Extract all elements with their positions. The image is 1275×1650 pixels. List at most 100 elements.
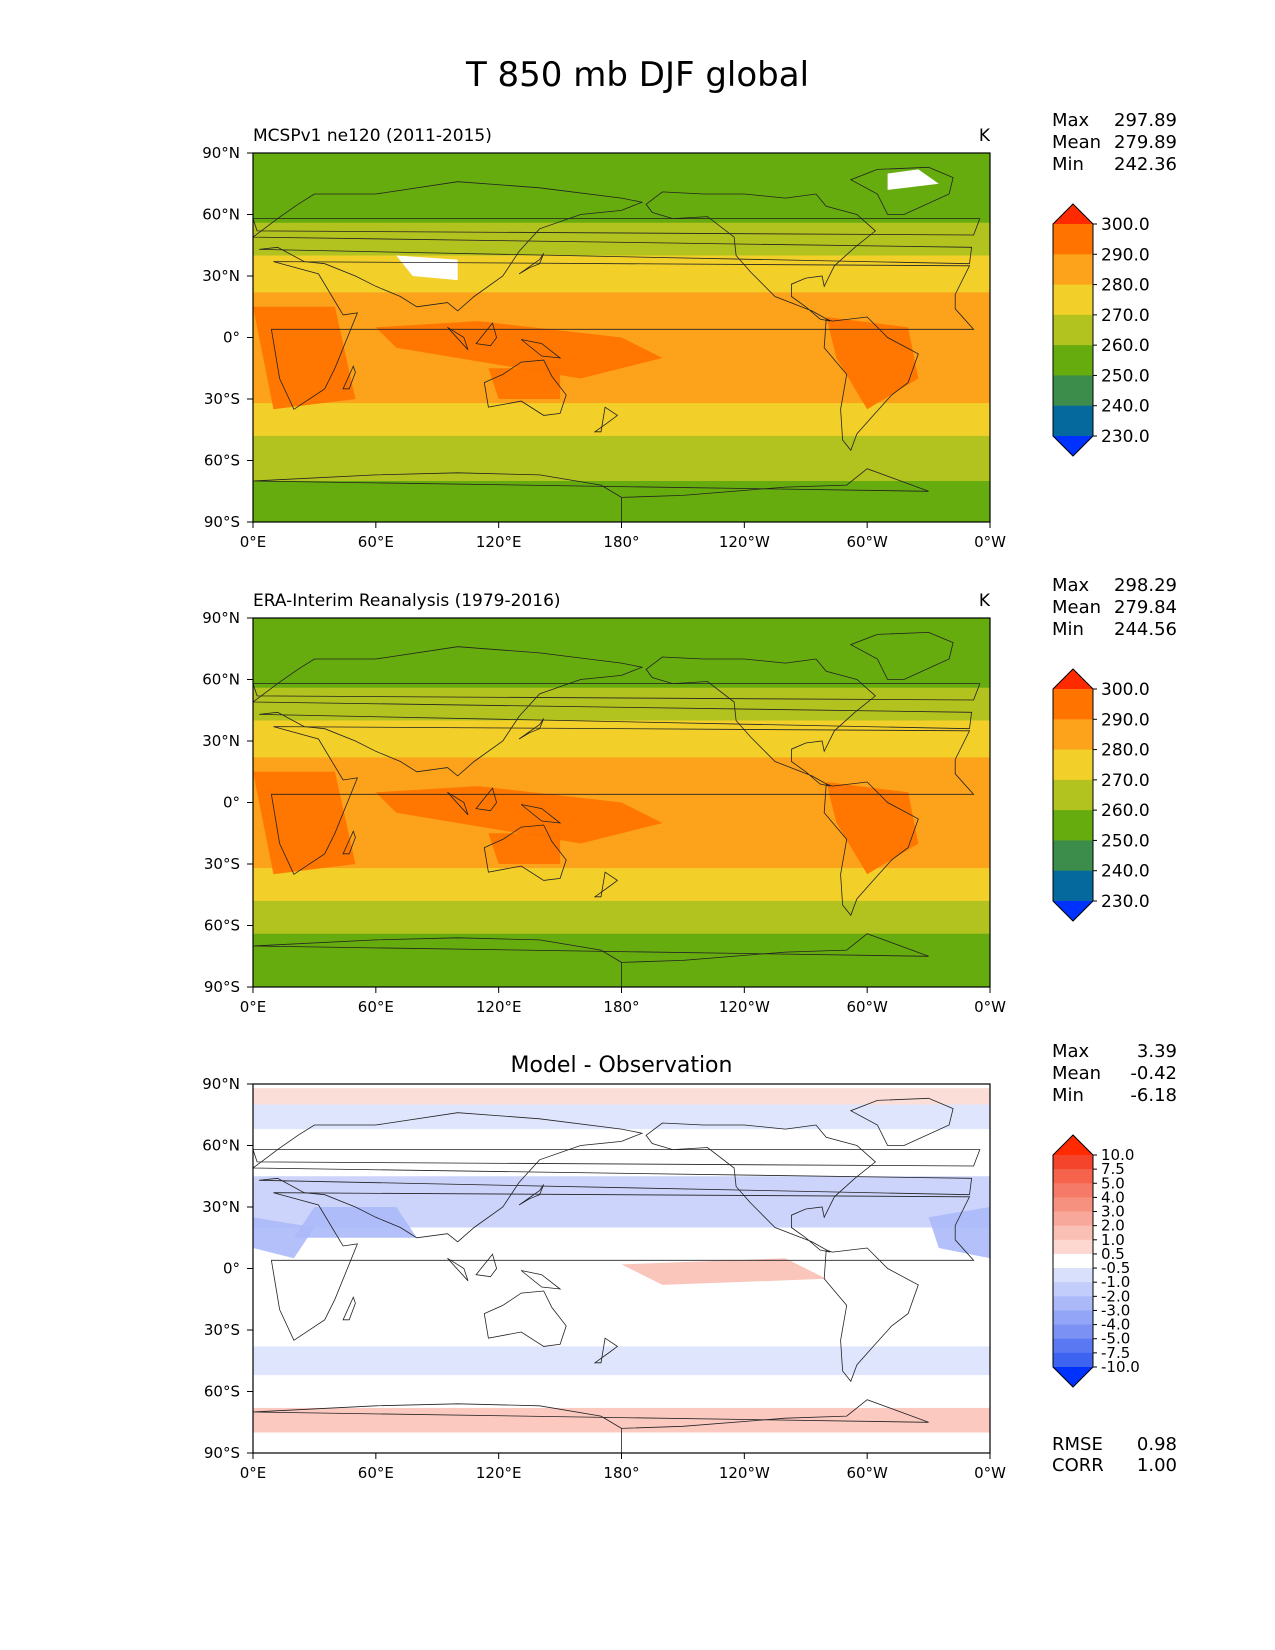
field-band — [253, 304, 990, 310]
stat-value-min: 244.56 — [1114, 619, 1177, 640]
panel-3-coastline — [270, 1192, 975, 1341]
x-tick-label: 0°E — [240, 1464, 267, 1482]
y-tick-label: 90°S — [204, 1444, 240, 1462]
field-band — [253, 691, 990, 697]
panel-units: K — [979, 591, 991, 611]
panel-3-coastline — [253, 1399, 929, 1453]
panel-3: 0°E 60°E 120°E 180° 120°W 60°W 0°W 90°N 60°N 30°N… — [202, 1041, 1177, 1482]
field-band — [253, 888, 990, 894]
field-band — [253, 913, 990, 918]
field-band — [253, 165, 990, 170]
panel-3-coastline — [849, 1097, 954, 1146]
colorbar-tick-label: 230.0 — [1101, 892, 1150, 912]
field-warm-region — [826, 317, 919, 410]
colorbar-segment — [1053, 1253, 1093, 1269]
field-band — [253, 761, 990, 767]
field-band — [253, 716, 990, 722]
y-tick-label: 60°N — [202, 1137, 240, 1155]
field-band — [253, 687, 990, 693]
panel-1-coastline — [593, 406, 619, 433]
x-tick-label: 120°W — [719, 1464, 770, 1482]
field-band — [253, 872, 990, 877]
field-band — [253, 745, 990, 750]
field-band — [253, 937, 990, 943]
colorbar-tick-label: 5.0 — [1101, 1174, 1125, 1192]
panel-units: K — [979, 126, 991, 146]
colorbar-tick-label: 290.0 — [1101, 245, 1150, 265]
field-band — [253, 786, 990, 791]
metric-label-rmse: RMSE — [1052, 1434, 1103, 1455]
field-band — [253, 456, 990, 462]
field-band — [253, 411, 990, 416]
field-band — [253, 198, 990, 203]
y-tick-label: 0° — [223, 329, 240, 347]
field-band — [253, 946, 990, 951]
y-tick-label: 90°S — [204, 978, 240, 996]
colorbar-tick-label: -1.0 — [1101, 1273, 1130, 1291]
field-band — [253, 378, 990, 384]
y-tick-label: 60°N — [202, 671, 240, 689]
colorbar-1: 300.0 290.0 280.0 270.0 260.0 250.0 240.0 230.0 — [1052, 203, 1150, 457]
colorbar-segment — [1053, 1268, 1093, 1283]
field-band — [253, 325, 990, 330]
colorbar-tick-label: -7.5 — [1101, 1344, 1130, 1362]
field-band — [253, 650, 990, 656]
x-tick-label: 0°E — [240, 533, 267, 551]
colorbar-segment — [1053, 810, 1093, 841]
field-band — [253, 1346, 990, 1376]
panel-3-field — [253, 1084, 990, 1453]
field-warm-region — [375, 786, 663, 844]
field-band — [253, 206, 990, 211]
colorbar-segment — [1053, 1169, 1093, 1184]
field-band — [253, 173, 990, 179]
colorbar-segment — [1053, 1352, 1093, 1368]
stat-value-mean: 279.89 — [1114, 132, 1177, 153]
panel-2-coastline — [518, 718, 545, 740]
field-band — [253, 390, 990, 396]
field-band — [253, 255, 990, 261]
colorbar-segment — [1053, 1324, 1093, 1340]
field-band — [253, 247, 990, 252]
field-band — [253, 896, 990, 902]
colorbar-segment — [1053, 254, 1093, 286]
colorbar-segment — [1053, 840, 1093, 872]
panel-2-coastline — [447, 791, 469, 816]
colorbar-segment — [1053, 689, 1093, 720]
colorbar-segment — [1053, 779, 1093, 811]
panel-2: 0°E 60°E 120°E 180° 120°W 60°W 0°W 90°N 60°N 30°N… — [202, 575, 1177, 1016]
field-warm-region — [488, 368, 561, 399]
panel-3-coastline — [475, 1253, 498, 1278]
field-band — [253, 452, 990, 457]
panel-3-coastline — [342, 1296, 356, 1321]
field-band — [253, 712, 990, 717]
colorbar-extend-min — [1053, 1367, 1093, 1387]
field-warm-region — [488, 833, 561, 864]
panel-2-coastline — [253, 933, 929, 987]
x-tick-label: 0°E — [240, 998, 267, 1016]
x-tick-label: 60°W — [846, 533, 888, 551]
x-tick-label: 60°E — [358, 1464, 394, 1482]
field-band — [253, 843, 990, 849]
colorbar-tick-label: 7.5 — [1101, 1160, 1125, 1178]
metric-value-corr: 1.00 — [1137, 1455, 1177, 1476]
field-band — [253, 161, 990, 166]
field-band — [253, 1104, 990, 1130]
colorbar-tick-label: 270.0 — [1101, 771, 1150, 791]
field-band — [253, 831, 990, 836]
colorbar-extend-max — [1053, 204, 1093, 224]
panel-3-coastline — [520, 1270, 562, 1290]
colorbar-2: 300.0 290.0 280.0 270.0 260.0 250.0 240.0 230.0 — [1052, 668, 1150, 922]
x-tick-label: 60°E — [358, 998, 394, 1016]
field-band — [253, 708, 990, 713]
field-warm-region — [253, 306, 356, 410]
field-band — [253, 626, 990, 631]
x-tick-label: 60°W — [846, 1464, 888, 1482]
x-tick-label: 0°W — [974, 1464, 1006, 1482]
colorbar-segment — [1053, 749, 1093, 781]
y-tick-label: 30°N — [202, 267, 240, 285]
y-tick-label: 0° — [223, 1260, 240, 1278]
field-band — [253, 798, 990, 804]
panel-1-coastline — [645, 191, 877, 322]
colorbar-segment — [1053, 1338, 1093, 1354]
